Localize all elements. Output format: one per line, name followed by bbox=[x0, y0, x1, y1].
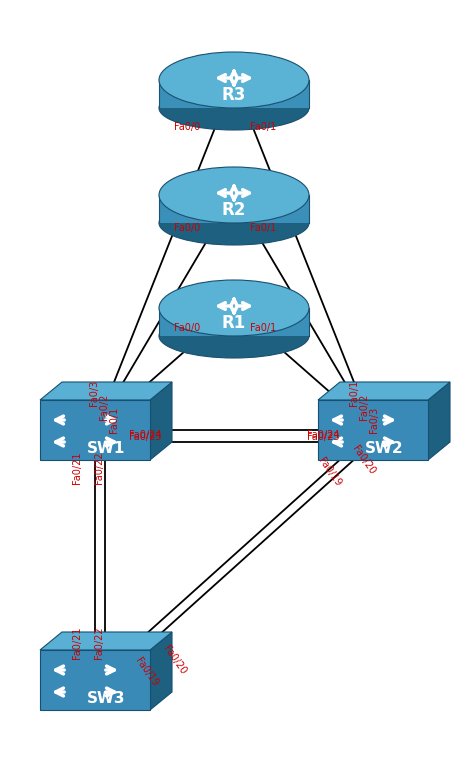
Polygon shape bbox=[428, 382, 450, 460]
Text: Fa0/3: Fa0/3 bbox=[88, 380, 99, 406]
Ellipse shape bbox=[159, 314, 309, 358]
Text: Fa0/2: Fa0/2 bbox=[99, 394, 109, 420]
Text: Fa0/1: Fa0/1 bbox=[249, 322, 276, 332]
Text: Fa0/3: Fa0/3 bbox=[369, 408, 380, 434]
Polygon shape bbox=[40, 650, 150, 710]
Polygon shape bbox=[150, 632, 172, 710]
Text: R3: R3 bbox=[222, 86, 246, 104]
Text: SW2: SW2 bbox=[365, 441, 403, 456]
Polygon shape bbox=[159, 80, 309, 108]
Text: Fa0/0: Fa0/0 bbox=[174, 322, 200, 332]
Text: Fa0/23: Fa0/23 bbox=[129, 432, 161, 442]
Text: Fa0/19: Fa0/19 bbox=[316, 456, 343, 488]
Ellipse shape bbox=[159, 280, 309, 336]
Text: Fa0/20: Fa0/20 bbox=[350, 444, 377, 476]
Text: Fa0/24: Fa0/24 bbox=[129, 430, 161, 440]
Polygon shape bbox=[40, 400, 150, 460]
Text: Fa0/1: Fa0/1 bbox=[109, 408, 119, 434]
Polygon shape bbox=[150, 382, 172, 460]
Text: Fa0/21: Fa0/21 bbox=[72, 627, 82, 659]
Text: Fa0/19: Fa0/19 bbox=[133, 656, 160, 688]
Text: SW3: SW3 bbox=[87, 691, 125, 706]
Text: Fa0/1: Fa0/1 bbox=[349, 380, 359, 406]
Text: Fa0/1: Fa0/1 bbox=[249, 223, 276, 233]
Text: Fa0/2: Fa0/2 bbox=[359, 394, 369, 420]
Text: Fa0/22: Fa0/22 bbox=[94, 451, 104, 484]
Polygon shape bbox=[159, 195, 309, 223]
Text: Fa0/21: Fa0/21 bbox=[72, 451, 82, 484]
Ellipse shape bbox=[159, 201, 309, 245]
Text: Fa0/23: Fa0/23 bbox=[307, 432, 339, 442]
Text: R1: R1 bbox=[222, 314, 246, 332]
Text: Fa0/20: Fa0/20 bbox=[161, 643, 188, 676]
Polygon shape bbox=[159, 308, 309, 336]
Polygon shape bbox=[40, 382, 172, 400]
Text: Fa0/0: Fa0/0 bbox=[174, 122, 200, 132]
Text: Fa0/1: Fa0/1 bbox=[249, 122, 276, 132]
Ellipse shape bbox=[159, 52, 309, 108]
Text: Fa0/22: Fa0/22 bbox=[94, 626, 104, 659]
Text: Fa0/24: Fa0/24 bbox=[307, 430, 339, 440]
Text: Fa0/0: Fa0/0 bbox=[174, 223, 200, 233]
Text: SW1: SW1 bbox=[87, 441, 125, 456]
Polygon shape bbox=[40, 632, 172, 650]
Ellipse shape bbox=[159, 86, 309, 130]
Text: R2: R2 bbox=[222, 201, 246, 219]
Polygon shape bbox=[318, 400, 428, 460]
Ellipse shape bbox=[159, 167, 309, 223]
Polygon shape bbox=[318, 382, 450, 400]
